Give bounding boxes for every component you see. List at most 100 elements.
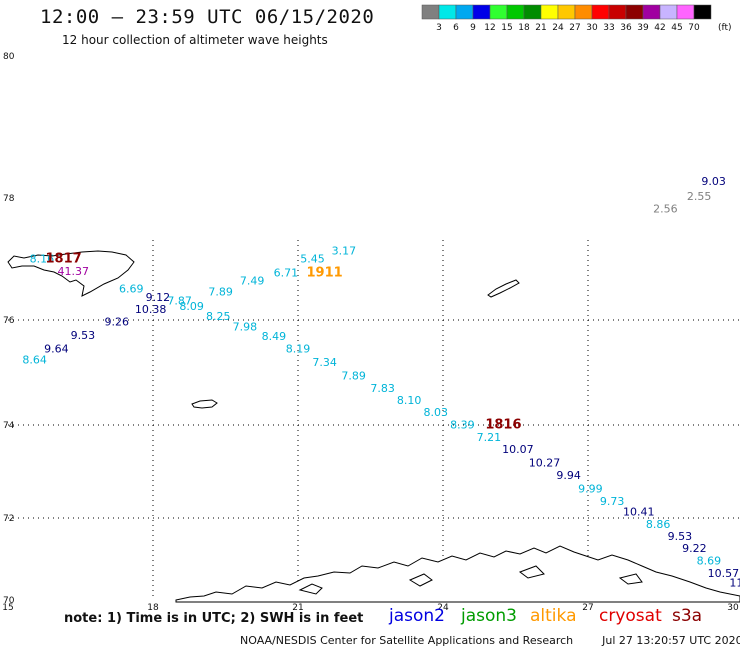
wave-height-label: 6.71 xyxy=(274,266,299,279)
wave-height-label: 41.37 xyxy=(58,265,90,278)
wave-height-label: 9.03 xyxy=(701,175,726,188)
wave-height-label: 8.19 xyxy=(286,342,311,355)
satellite-jason2: jason2 xyxy=(389,606,445,626)
satellite-cryosat: cryosat xyxy=(599,606,662,626)
legend-label: 6 xyxy=(453,23,459,33)
legend-label: 24 xyxy=(552,23,564,33)
wave-height-label: 9.22 xyxy=(682,542,707,555)
legend-swatch xyxy=(659,4,678,20)
legend-swatch xyxy=(625,4,644,20)
wave-height-label: 9.12 xyxy=(146,291,171,304)
wave-height-label: 7.21 xyxy=(477,431,502,444)
wave-height-label: 11.39 xyxy=(729,576,740,589)
wave-height-label: 9.26 xyxy=(105,315,130,328)
wave-height-label: 8.64 xyxy=(22,353,47,366)
color-legend: 3 6 9 12 15 18 21 24 27 30 33 36 39 42 45 70 (ft) xyxy=(421,4,732,33)
lon-tick-label: 18 xyxy=(147,603,159,613)
lat-tick-label: 70 xyxy=(3,596,15,606)
svalbard-coast xyxy=(7,250,135,297)
legend-swatch xyxy=(421,4,440,20)
norway-fjord-2 xyxy=(408,573,433,587)
wave-height-label: 8.10 xyxy=(397,394,422,407)
coastline xyxy=(7,250,740,603)
pass-time-label: 1817 xyxy=(45,252,81,267)
wave-height-label: 6.69 xyxy=(119,283,144,296)
legend-swatch xyxy=(523,4,542,20)
wave-height-label: 8.49 xyxy=(262,330,287,343)
lon-tick-label: 30 xyxy=(727,603,739,613)
wave-height-label: 10.27 xyxy=(529,457,561,470)
legend-label: 45 xyxy=(671,23,682,33)
wave-height-label: 2.56 xyxy=(653,203,678,216)
wave-height-label: 10.38 xyxy=(135,303,167,316)
wave-height-label: 8.25 xyxy=(206,310,231,323)
wave-height-label: 7.89 xyxy=(208,285,233,298)
legend-label: 12 xyxy=(484,23,495,33)
wave-height-label: 9.64 xyxy=(44,342,69,355)
legend-label: 42 xyxy=(654,23,665,33)
legend-swatch xyxy=(574,4,593,20)
wave-height-label: 9.73 xyxy=(600,495,625,508)
legend-label: 30 xyxy=(586,23,598,33)
wave-height-label: 7.89 xyxy=(341,370,366,383)
legend-swatch xyxy=(642,4,661,20)
lat-tick-label: 72 xyxy=(3,514,14,524)
wave-height-label: 9.99 xyxy=(578,482,603,495)
wave-height-label: 7.98 xyxy=(233,321,258,334)
wave-height-label: 7.83 xyxy=(370,382,395,395)
wave-height-label: 8.86 xyxy=(646,518,671,531)
satellite-jason3: jason3 xyxy=(461,606,517,626)
legend-label: 39 xyxy=(637,23,649,33)
page-subtitle: 12 hour collection of altimeter wave hei… xyxy=(62,33,328,47)
wave-height-label: 8.16 xyxy=(30,253,55,266)
legend-unit: (ft) xyxy=(718,23,732,33)
wave-height-label: 8.69 xyxy=(697,555,722,568)
legend-label: 70 xyxy=(688,23,700,33)
satellite-altika: altika xyxy=(530,606,577,626)
norway-fjord-1 xyxy=(298,583,323,595)
wave-height-label: 8.39 xyxy=(450,419,475,432)
pass-times: 1817 1911 1816 xyxy=(45,252,521,433)
legend-label: 3 xyxy=(436,23,442,33)
note-text: note: 1) Time is in UTC; 2) SWH is in fe… xyxy=(64,611,364,626)
lon-tick-label: 27 xyxy=(582,603,593,613)
wave-height-label: 3.17 xyxy=(332,245,357,258)
legend-swatch xyxy=(608,4,627,20)
lat-tick-label: 76 xyxy=(3,316,15,326)
lat-lon-grid: 15 18 21 24 27 30 80 78 76 74 72 70 xyxy=(2,52,740,613)
legend-swatch xyxy=(557,4,576,20)
footer-timestamp: Jul 27 13:20:57 UTC 2020 xyxy=(602,634,740,647)
footer-center: NOAA/NESDIS Center for Satellite Applica… xyxy=(240,634,574,647)
wave-height-label: 5.45 xyxy=(300,253,325,266)
wave-height-label: 7.49 xyxy=(240,274,265,287)
lon-tick-label: 21 xyxy=(292,603,303,613)
legend-label: 21 xyxy=(535,23,546,33)
norway-fjord-3 xyxy=(518,565,545,579)
legend-label: 36 xyxy=(620,23,632,33)
lat-tick-label: 80 xyxy=(3,52,15,62)
wave-height-label: 9.53 xyxy=(71,329,96,342)
satellite-s3a: s3a xyxy=(672,606,703,626)
wave-height-label: 7.34 xyxy=(312,356,337,369)
lat-tick-label: 74 xyxy=(3,421,15,431)
wave-height-label: 7.87 xyxy=(167,295,192,308)
norway-coast xyxy=(175,545,740,603)
bear-island xyxy=(191,399,218,409)
legend-swatch xyxy=(591,4,610,20)
legend-swatch xyxy=(489,4,508,20)
legend-label: 18 xyxy=(518,23,530,33)
legend-swatch xyxy=(540,4,559,20)
footer-credit: NOAA/NESDIS Center for Satellite Applica… xyxy=(240,634,740,647)
legend-swatch xyxy=(472,4,491,20)
page-title: 12:00 – 23:59 UTC 06/15/2020 xyxy=(40,6,375,28)
wave-height-label: 8.09 xyxy=(179,300,204,313)
pass-time-label: 1816 xyxy=(485,418,521,433)
legend-swatch xyxy=(455,4,474,20)
hopen-island xyxy=(487,279,520,298)
legend-swatch xyxy=(506,4,525,20)
lon-tick-label: 15 xyxy=(2,603,13,613)
legend-label: 9 xyxy=(470,23,476,33)
wave-height-label: 2.55 xyxy=(687,190,712,203)
wave-height-label: 9.94 xyxy=(556,469,581,482)
